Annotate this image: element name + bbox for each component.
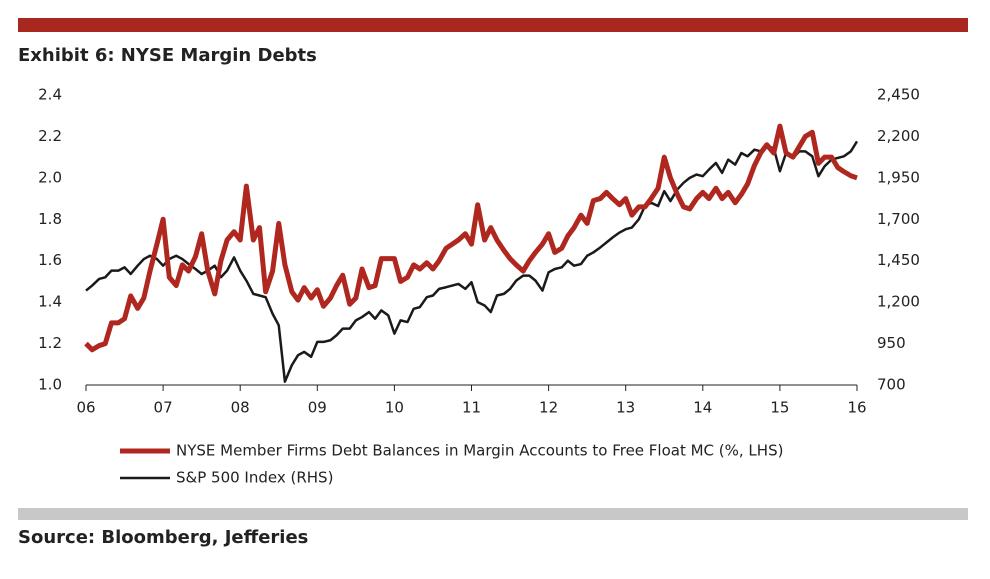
legend-label: NYSE Member Firms Debt Balances in Margi… xyxy=(176,442,783,460)
x-tick-label: 07 xyxy=(154,399,173,417)
y2-tick-label: 1,450 xyxy=(877,251,920,269)
x-tick-label: 06 xyxy=(76,399,95,417)
y2-tick-label: 2,450 xyxy=(877,86,920,104)
y2-tick-label: 950 xyxy=(877,334,906,352)
y-tick-label: 1.2 xyxy=(38,334,62,352)
series-line xyxy=(84,123,858,353)
legend-label: S&P 500 Index (RHS) xyxy=(176,469,333,487)
y-tick-label: 1.8 xyxy=(38,210,62,228)
x-tick-label: 10 xyxy=(385,399,404,417)
x-tick-label: 09 xyxy=(308,399,327,417)
x-tick-label: 15 xyxy=(770,399,789,417)
top-bar xyxy=(18,18,968,32)
y-tick-label: 2.2 xyxy=(38,127,62,145)
y2-tick-label: 2,200 xyxy=(877,127,920,145)
y-tick-label: 1.0 xyxy=(38,376,62,394)
x-tick-label: 16 xyxy=(847,399,866,417)
y2-tick-label: 1,200 xyxy=(877,293,920,311)
x-tick-label: 13 xyxy=(616,399,635,417)
x-tick-label: 14 xyxy=(693,399,712,417)
source: Source: Bloomberg, Jefferies xyxy=(18,527,308,548)
y-tick-label: 1.4 xyxy=(38,293,62,311)
x-tick-label: 08 xyxy=(231,399,250,417)
chart-title: Exhibit 6: NYSE Margin Debts xyxy=(18,45,317,66)
y-tick-label: 2.0 xyxy=(38,168,62,186)
y-tick-label: 1.6 xyxy=(38,251,62,269)
x-tick-label: 11 xyxy=(462,399,481,417)
x-tick-label: 12 xyxy=(539,399,558,417)
y2-tick-label: 700 xyxy=(877,376,906,394)
y-tick-label: 2.4 xyxy=(38,86,62,104)
y2-tick-label: 1,700 xyxy=(877,210,920,228)
y2-tick-label: 1,950 xyxy=(877,168,920,186)
bottom-bar xyxy=(18,508,968,520)
series-line xyxy=(85,140,859,383)
